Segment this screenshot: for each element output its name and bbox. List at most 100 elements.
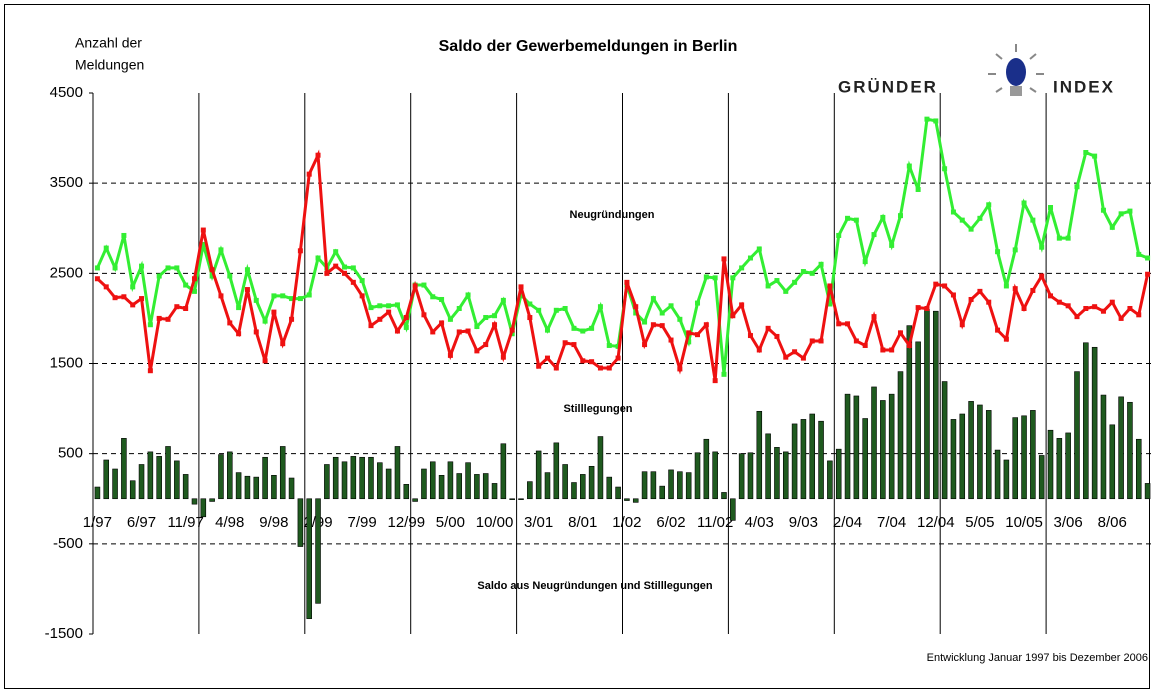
marker <box>827 301 833 307</box>
bar <box>297 498 304 547</box>
bar <box>606 476 613 500</box>
marker <box>112 295 118 301</box>
marker <box>456 329 462 335</box>
marker <box>650 296 656 302</box>
marker <box>377 316 383 322</box>
marker <box>642 319 648 325</box>
bar <box>659 485 665 500</box>
marker <box>721 371 727 377</box>
marker <box>1021 200 1027 206</box>
marker <box>906 163 912 169</box>
bar <box>933 310 939 500</box>
marker <box>1021 305 1027 311</box>
x-tick-label: 2/04 <box>833 514 862 531</box>
marker <box>1145 271 1151 277</box>
marker <box>209 267 215 273</box>
bar <box>712 451 718 500</box>
bar <box>279 446 286 500</box>
y-tick-label: 4500 <box>50 84 83 101</box>
marker <box>1065 303 1071 309</box>
bar <box>138 464 145 500</box>
bar <box>685 472 692 500</box>
marker <box>580 358 586 364</box>
x-tick-label: 3/01 <box>524 514 553 531</box>
x-tick-label: 11/02 <box>697 514 733 531</box>
bar <box>862 418 868 500</box>
bar <box>615 486 621 500</box>
marker <box>1136 312 1142 318</box>
logo-bulb-base <box>1010 86 1022 96</box>
bar <box>209 498 215 502</box>
marker <box>747 255 753 261</box>
marker <box>977 288 983 294</box>
marker <box>518 284 524 290</box>
marker <box>244 267 250 273</box>
marker <box>721 256 727 262</box>
bar <box>1135 438 1142 500</box>
marker <box>227 273 233 279</box>
bar <box>835 448 842 500</box>
line-series <box>94 149 1151 384</box>
marker <box>350 279 356 285</box>
bar <box>385 468 392 500</box>
marker <box>703 322 709 328</box>
bar <box>377 462 383 500</box>
marker <box>695 332 701 338</box>
x-tick-label: 6/02 <box>656 514 685 531</box>
bar <box>156 456 162 500</box>
marker <box>130 284 136 290</box>
bar <box>438 475 445 500</box>
bar <box>527 481 533 500</box>
marker <box>191 288 197 294</box>
bar <box>456 473 463 500</box>
marker <box>271 293 277 299</box>
marker <box>774 278 780 284</box>
bar <box>588 465 595 500</box>
marker <box>933 118 939 124</box>
marker <box>615 355 621 361</box>
bar <box>562 464 568 500</box>
marker <box>739 302 745 308</box>
marker <box>156 315 162 321</box>
bar <box>368 456 374 500</box>
bar <box>412 498 418 502</box>
marker <box>756 246 762 252</box>
marker <box>191 276 197 282</box>
marker <box>968 226 974 232</box>
marker <box>165 265 171 271</box>
marker <box>227 320 233 326</box>
marker <box>112 265 118 271</box>
bar <box>421 468 427 500</box>
bar <box>1030 410 1036 500</box>
marker <box>668 337 674 343</box>
marker <box>880 347 886 353</box>
bar <box>738 453 745 500</box>
marker <box>712 275 718 281</box>
marker <box>1012 247 1018 253</box>
marker <box>447 352 453 358</box>
marker <box>297 296 303 302</box>
marker <box>1127 305 1133 311</box>
marker <box>633 304 639 310</box>
y-tick-label: -1500 <box>45 625 83 642</box>
marker <box>959 217 965 223</box>
x-tick-label: 1/97 <box>83 514 112 531</box>
bar <box>518 498 524 500</box>
marker <box>1118 211 1124 217</box>
bar <box>394 446 401 500</box>
marker <box>562 340 568 346</box>
marker <box>306 171 312 177</box>
marker <box>200 241 206 247</box>
marker <box>103 245 109 251</box>
bar <box>235 472 242 500</box>
marker <box>527 301 533 307</box>
marker <box>889 242 895 248</box>
marker <box>1136 251 1142 257</box>
marker <box>527 315 533 321</box>
bar <box>1012 417 1018 500</box>
marker <box>950 209 956 215</box>
bar <box>403 484 410 500</box>
marker <box>818 338 824 344</box>
marker <box>368 305 374 311</box>
marker <box>536 363 542 369</box>
